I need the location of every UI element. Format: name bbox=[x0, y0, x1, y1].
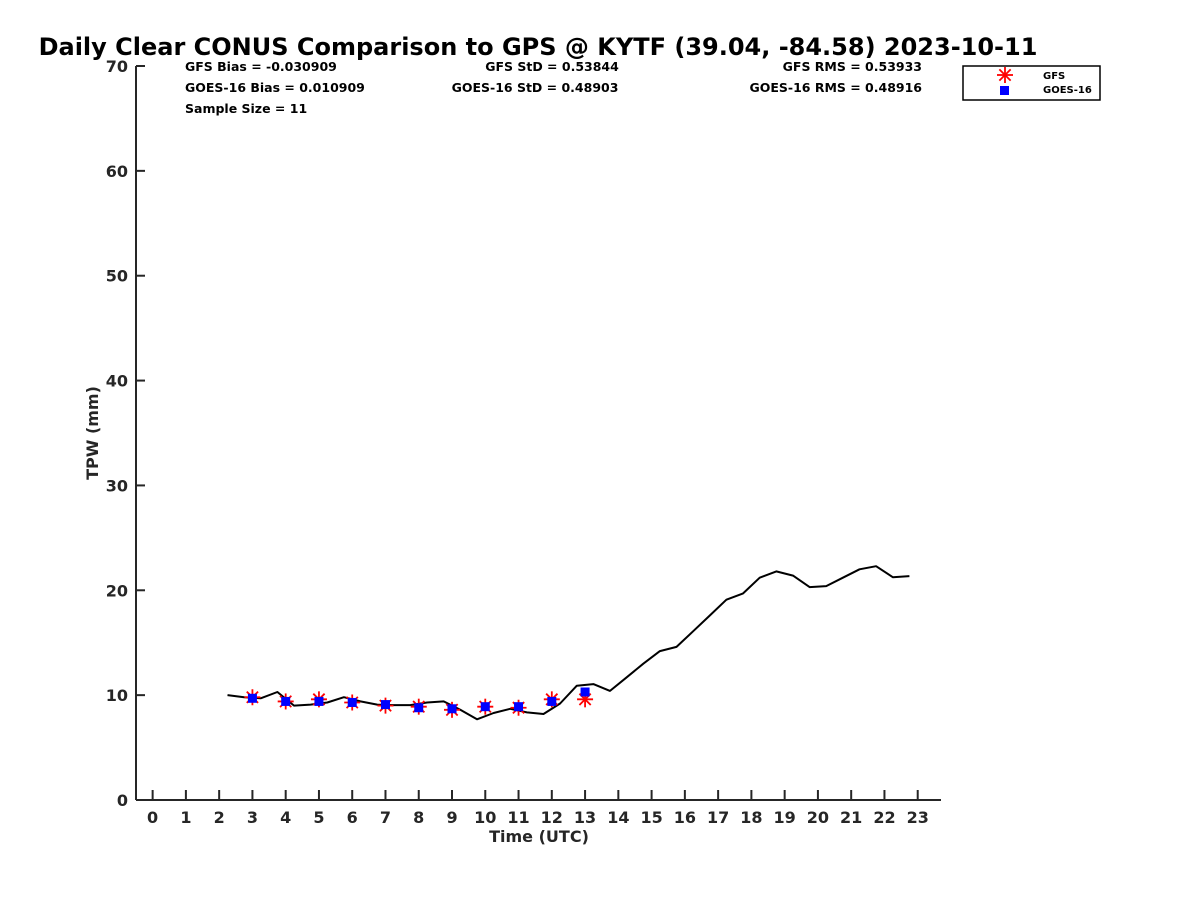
point-goes-16-3 bbox=[347, 697, 357, 707]
x-tick-label-15: 15 bbox=[640, 808, 662, 827]
series-gps-line bbox=[227, 565, 910, 721]
stat-gfs-rms: GFS RMS = 0.53933 bbox=[783, 59, 922, 74]
x-tick-label-13: 13 bbox=[574, 808, 596, 827]
stat-sample-size: Sample Size = 11 bbox=[185, 101, 307, 116]
y-tick-label-30: 30 bbox=[106, 476, 128, 495]
y-tick-label-0: 0 bbox=[117, 791, 128, 810]
y-axis-label: TPW (mm) bbox=[83, 386, 102, 480]
legend: GFS GOES-16 bbox=[962, 65, 1101, 101]
x-tick-label-17: 17 bbox=[707, 808, 729, 827]
x-tick-label-6: 6 bbox=[347, 808, 358, 827]
x-tick-label-2: 2 bbox=[214, 808, 225, 827]
point-goes-16-7 bbox=[480, 702, 490, 712]
x-tick-label-7: 7 bbox=[380, 808, 391, 827]
x-tick-label-10: 10 bbox=[474, 808, 496, 827]
stat-gfs-bias: GFS Bias = -0.030909 bbox=[185, 59, 337, 74]
stat-goes-rms: GOES-16 RMS = 0.48916 bbox=[749, 80, 922, 95]
y-tick-label-10: 10 bbox=[106, 686, 128, 705]
point-goes-16-6 bbox=[447, 704, 457, 714]
x-tick-label-1: 1 bbox=[180, 808, 191, 827]
x-tick-label-18: 18 bbox=[740, 808, 762, 827]
stat-goes-std: GOES-16 StD = 0.48903 bbox=[452, 80, 619, 95]
x-axis-label: Time (UTC) bbox=[489, 827, 589, 846]
legend-gfs-asterisk bbox=[997, 67, 1013, 83]
chart-title: Daily Clear CONUS Comparison to GPS @ KY… bbox=[39, 33, 1038, 61]
legend-box bbox=[962, 65, 1101, 101]
stat-goes-bias: GOES-16 Bias = 0.010909 bbox=[185, 80, 365, 95]
x-tick-label-8: 8 bbox=[413, 808, 424, 827]
x-tick-label-20: 20 bbox=[807, 808, 829, 827]
x-tick-label-12: 12 bbox=[541, 808, 563, 827]
point-goes-16-10 bbox=[580, 687, 590, 697]
x-tick-label-16: 16 bbox=[674, 808, 696, 827]
x-tick-label-11: 11 bbox=[507, 808, 529, 827]
y-tick-label-40: 40 bbox=[106, 372, 128, 391]
point-goes-16-4 bbox=[380, 700, 390, 710]
x-tick-label-9: 9 bbox=[446, 808, 457, 827]
point-goes-16-9 bbox=[547, 696, 557, 706]
point-goes-16-0 bbox=[247, 693, 257, 703]
y-tick-label-60: 60 bbox=[106, 162, 128, 181]
plot-area bbox=[227, 565, 910, 721]
x-tick-label-0: 0 bbox=[147, 808, 158, 827]
stat-gfs-std: GFS StD = 0.53844 bbox=[485, 59, 619, 74]
y-tick-label-50: 50 bbox=[106, 267, 128, 286]
legend-goes16-label: GOES-16 bbox=[1043, 85, 1092, 96]
x-tick-label-5: 5 bbox=[313, 808, 324, 827]
x-tick-label-3: 3 bbox=[247, 808, 258, 827]
x-tick-label-23: 23 bbox=[907, 808, 929, 827]
point-goes-16-1 bbox=[281, 696, 291, 706]
point-goes-16-2 bbox=[314, 696, 324, 706]
x-tick-label-21: 21 bbox=[840, 808, 862, 827]
x-tick-label-14: 14 bbox=[607, 808, 629, 827]
point-goes-16-8 bbox=[514, 702, 524, 712]
stats-block: GFS Bias = -0.030909 GFS StD = 0.53844 G… bbox=[185, 59, 922, 116]
x-tick-label-22: 22 bbox=[873, 808, 895, 827]
point-goes-16-5 bbox=[414, 703, 424, 713]
y-tick-label-70: 70 bbox=[106, 57, 128, 76]
x-tick-label-19: 19 bbox=[774, 808, 796, 827]
legend-goes16-marker bbox=[1000, 86, 1009, 95]
x-tick-label-4: 4 bbox=[280, 808, 291, 827]
legend-gfs-label: GFS bbox=[1043, 71, 1065, 82]
axes: 0 1 2 3 4 5 6 7 8 9 10 11 12 13 14 15 16 17 18 19 20 21 22 2301… bbox=[106, 57, 941, 827]
legend-gfs-marker bbox=[997, 67, 1013, 83]
y-tick-label-20: 20 bbox=[106, 581, 128, 600]
